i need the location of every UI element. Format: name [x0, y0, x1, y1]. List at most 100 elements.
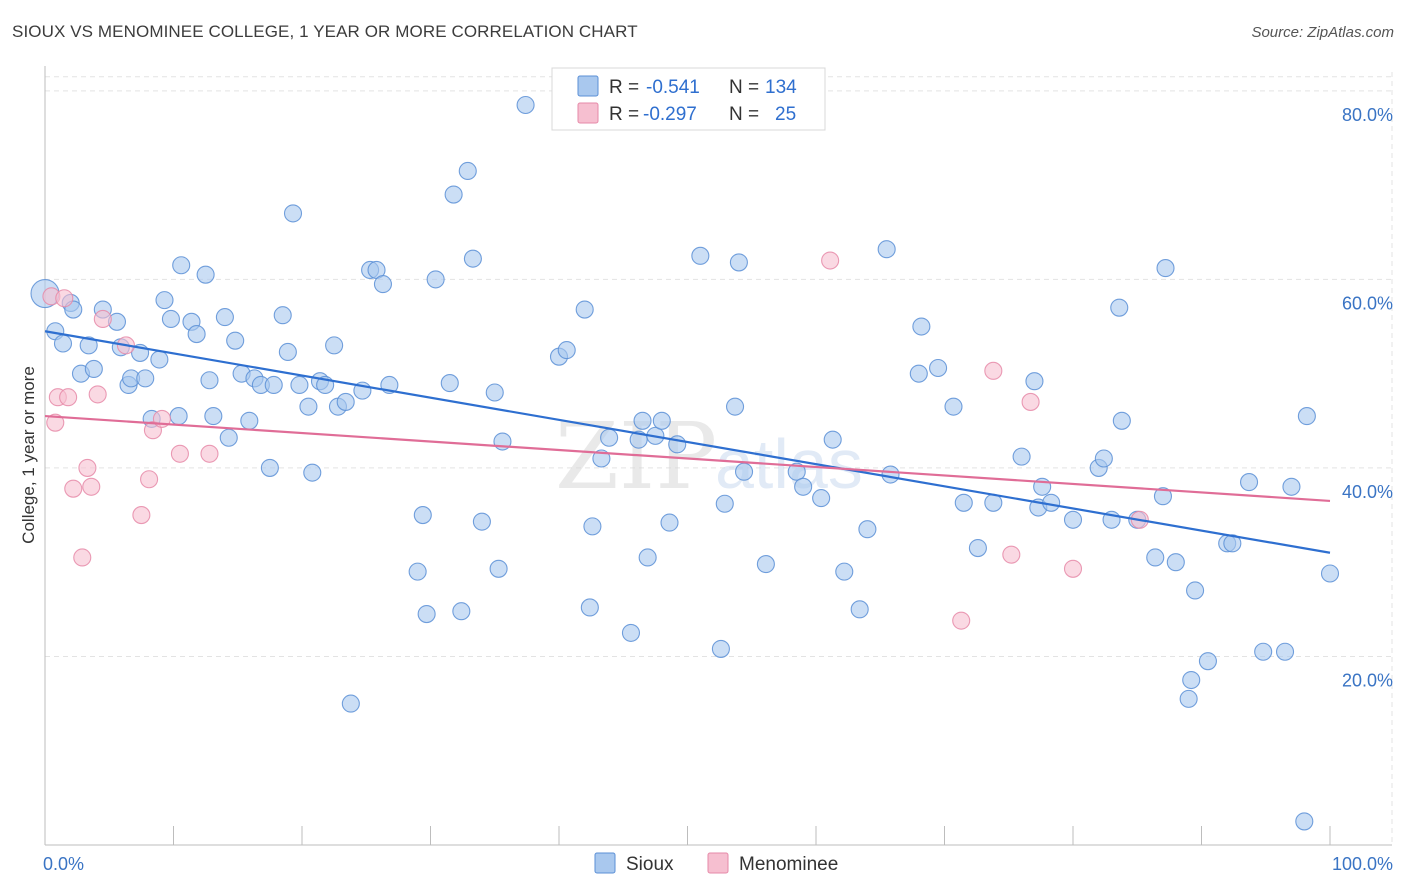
sioux-point [725, 397, 745, 416]
legend-top: R = -0.541 N = 134 R = -0.297 N = 25 [551, 67, 826, 131]
legend-r-label-sioux: R = [609, 77, 639, 98]
sioux-point [226, 331, 245, 350]
sioux-point [485, 383, 504, 402]
menominee-point [88, 385, 107, 404]
sioux-point [823, 430, 842, 449]
menominee-point [140, 470, 159, 489]
sioux-point [463, 249, 482, 268]
sioux-point [691, 246, 710, 265]
sioux-point [79, 336, 98, 355]
menominee-point [46, 413, 65, 432]
sioux-point [660, 513, 679, 532]
sioux-point [734, 462, 754, 481]
menominee-point [1021, 392, 1040, 411]
sioux-point [290, 375, 309, 395]
sioux-point [413, 506, 432, 525]
sioux-point [850, 600, 869, 619]
sioux-point [1182, 670, 1201, 690]
menominee-point [64, 479, 83, 498]
sioux-point [1153, 487, 1172, 506]
sioux-point [1282, 477, 1301, 496]
sioux-point [1166, 553, 1185, 572]
menominee-point [200, 444, 219, 463]
axes-layer: 20.0% 40.0% 60.0% 80.0% 0.0% 100.0% [43, 66, 1393, 874]
sioux-point [858, 520, 877, 539]
sioux-point [1063, 510, 1083, 529]
sioux-point [1186, 581, 1205, 600]
bottom-legend-swatch-menominee [707, 852, 729, 874]
x-tick-label-end: 100.0% [1332, 854, 1393, 874]
sioux-point [325, 336, 344, 355]
sioux-point [1254, 642, 1273, 661]
sioux-point [200, 371, 219, 390]
sioux-point [652, 411, 671, 430]
sioux-point [1198, 652, 1217, 671]
sioux-point [912, 317, 931, 336]
sioux-point [1110, 298, 1129, 317]
sioux-point [621, 623, 641, 642]
grid-layer [45, 72, 1393, 845]
sioux-point [794, 477, 813, 496]
menominee-point [78, 458, 97, 477]
sioux-point [909, 364, 928, 383]
menominee-point [73, 548, 92, 567]
sioux-point [516, 95, 535, 115]
sioux-point [787, 462, 806, 481]
sioux-point [169, 407, 188, 426]
legend-n-value-sioux: 134 [765, 77, 797, 98]
legend-n-label-menominee: N = [729, 104, 759, 125]
sioux-point [408, 562, 427, 581]
menominee-point [1002, 545, 1021, 564]
sioux-point [756, 555, 775, 574]
bottom-legend-label-menominee: Menominee [739, 854, 838, 875]
sioux-point [929, 358, 948, 378]
menominee-point [952, 611, 971, 630]
sioux-point [812, 489, 831, 508]
legend-bottom: Sioux Menominee [594, 852, 838, 875]
sioux-point [835, 562, 854, 581]
sioux-point [204, 407, 223, 426]
sioux-point [729, 253, 748, 272]
sioux-point [417, 604, 436, 624]
sioux-point [336, 392, 355, 411]
sioux-point [580, 598, 599, 617]
points-layer [30, 95, 1340, 831]
sioux-point [53, 334, 73, 353]
trend-layer [44, 330, 1331, 554]
sioux-point [172, 256, 191, 275]
sioux-point [638, 548, 657, 567]
sioux-point [278, 342, 297, 362]
menominee-point [132, 506, 151, 525]
sioux-point [215, 308, 234, 327]
sioux-point [1094, 449, 1113, 468]
y-tick-label: 20.0% [1342, 670, 1393, 690]
sioux-point [1320, 564, 1340, 583]
sioux-point [968, 539, 987, 558]
menominee-point [984, 361, 1003, 380]
sioux-point [341, 694, 360, 713]
sioux-point [1112, 411, 1131, 430]
sioux-point [1239, 473, 1259, 492]
menominee-point [59, 388, 78, 407]
sioux-point [373, 275, 393, 294]
sioux-point [583, 517, 602, 536]
sioux-point [472, 512, 491, 531]
sioux-point [1275, 642, 1295, 661]
sioux-point [1025, 372, 1044, 391]
sioux-point [1297, 407, 1316, 426]
legend-swatch-menominee [577, 102, 599, 124]
sioux-point [877, 240, 896, 259]
sioux-point [944, 397, 963, 416]
menominee-point [821, 251, 840, 270]
sioux-point [711, 639, 730, 658]
sioux-point [592, 449, 611, 468]
sioux-point [452, 602, 471, 621]
sioux-point [881, 465, 900, 484]
y-tick-label: 80.0% [1342, 105, 1393, 125]
sioux-point [1146, 548, 1165, 567]
menominee-trend-line [44, 414, 1331, 503]
legend-r-value-menominee: -0.297 [643, 104, 697, 125]
legend-swatch-sioux [577, 75, 599, 97]
legend-n-value-menominee: 25 [775, 104, 796, 125]
